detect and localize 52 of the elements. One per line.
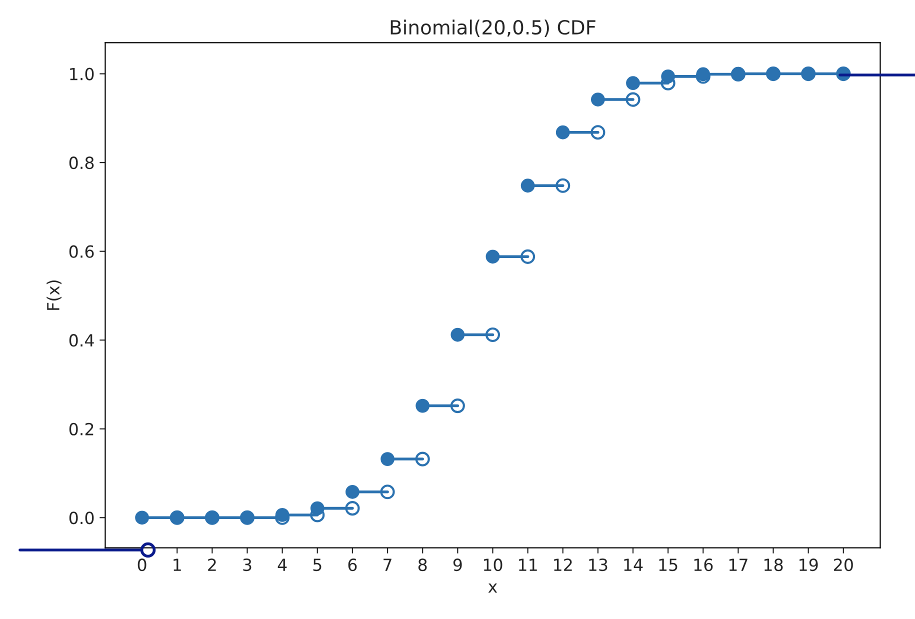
- point: [626, 92, 640, 107]
- x-tick-label: 15: [659, 558, 678, 572]
- x-tick-label: 5: [313, 558, 322, 572]
- point: [346, 484, 360, 499]
- y-tick-label: 0.4: [69, 334, 94, 347]
- point: [520, 249, 536, 264]
- x-tick-label: 20: [834, 558, 853, 572]
- x-tick-label: 8: [418, 558, 427, 572]
- point: [345, 501, 360, 516]
- point: [135, 510, 149, 525]
- x-tick-label: 1: [174, 558, 181, 571]
- x-tick-label: 16: [694, 558, 713, 572]
- x-tick-label: 7: [384, 558, 392, 571]
- x-tick-label: 14: [624, 558, 643, 571]
- x-tick-label: 0: [138, 558, 146, 572]
- x-tick-label: 3: [243, 558, 252, 572]
- x-tick-label: 17: [729, 558, 748, 571]
- point: [450, 398, 465, 414]
- point: [556, 125, 570, 140]
- point: [380, 452, 394, 466]
- point: [310, 501, 324, 516]
- point: [626, 76, 640, 90]
- x-tick-label: 9: [453, 558, 462, 572]
- x-tick-label: 11: [519, 558, 537, 571]
- point: [450, 328, 465, 342]
- point: [416, 398, 430, 413]
- point: [590, 125, 606, 140]
- x-tick-label: 10: [484, 558, 502, 572]
- x-tick-label: 12: [554, 558, 572, 571]
- x-tick-label: 18: [764, 558, 783, 572]
- point: [380, 484, 395, 500]
- y-axis-title: F(x): [46, 280, 62, 310]
- point: [415, 452, 430, 466]
- chart-title: Binomial(20,0.5) CDF: [390, 20, 596, 37]
- y-tick-label: 0.8: [69, 156, 94, 170]
- y-tick-label: 0.6: [69, 245, 94, 258]
- x-tick-label: 13: [589, 558, 608, 572]
- point: [486, 250, 500, 264]
- x-tick-label: 19: [800, 558, 818, 572]
- y-tick-label: 1.0: [70, 68, 94, 80]
- point: [275, 508, 290, 522]
- point: [520, 178, 535, 193]
- x-axis-title: x: [488, 583, 498, 593]
- x-tick-label: 6: [348, 558, 357, 572]
- y-tick-label: 0.0: [69, 512, 94, 524]
- point: [485, 327, 500, 342]
- x-tick-label: 4: [278, 558, 287, 571]
- point: [556, 178, 570, 193]
- y-tick-label: 0.2: [69, 422, 94, 436]
- x-tick-label: 2: [208, 558, 216, 571]
- point: [661, 70, 676, 84]
- point: [590, 92, 605, 106]
